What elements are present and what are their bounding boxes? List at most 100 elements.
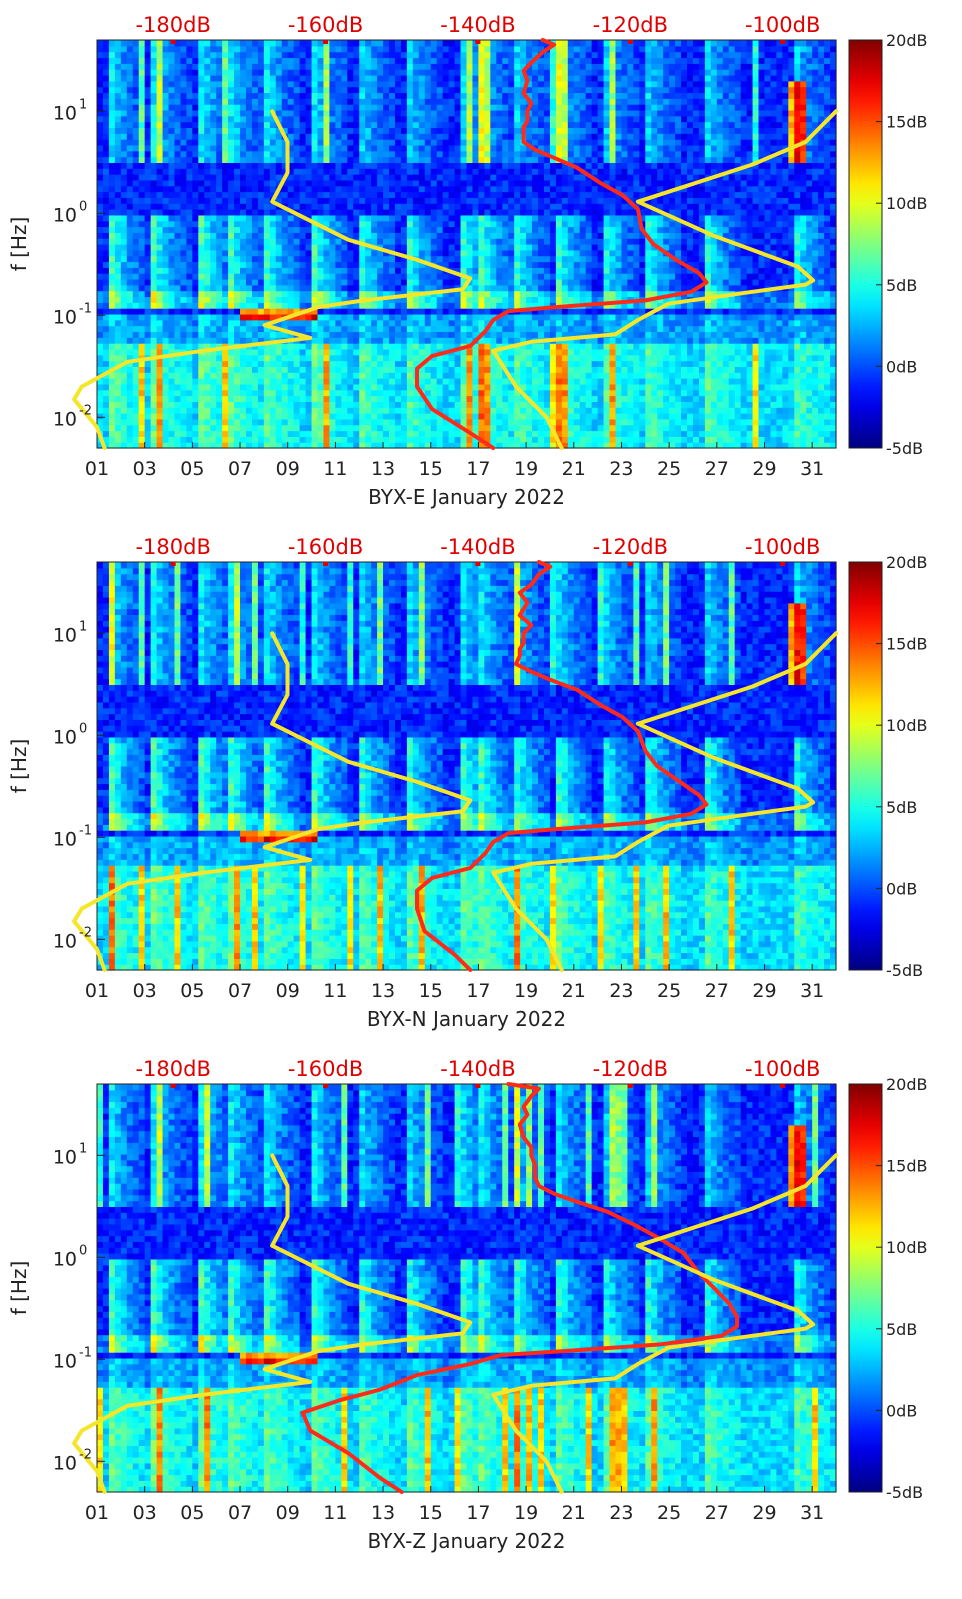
heatmap-cell xyxy=(400,249,408,257)
heatmap-cell xyxy=(311,45,319,53)
heatmap-cell xyxy=(329,168,336,175)
heatmap-cell xyxy=(341,92,348,99)
heatmap-cell xyxy=(299,378,307,385)
heatmap-cell xyxy=(329,40,336,47)
heatmap-cell xyxy=(132,278,140,286)
heatmap-cell xyxy=(490,98,497,105)
heatmap-cell xyxy=(150,191,158,198)
heatmap-cell xyxy=(329,337,336,344)
heatmap-cell xyxy=(192,424,199,432)
heatmap-cell xyxy=(251,378,259,385)
heatmap-cell xyxy=(323,104,331,111)
heatmap-cell xyxy=(383,226,390,233)
heatmap-cell xyxy=(383,284,390,292)
heatmap-cell xyxy=(389,296,396,303)
heatmap-cell xyxy=(430,360,438,367)
heatmap-cell xyxy=(484,40,491,47)
heatmap-cell xyxy=(245,133,253,140)
heatmap-cell xyxy=(120,104,128,111)
heatmap-cell xyxy=(317,372,325,379)
heatmap-cell xyxy=(263,121,271,129)
heatmap-cell xyxy=(466,92,474,99)
heatmap-cell xyxy=(394,74,402,82)
heatmap-cell xyxy=(245,413,253,420)
heatmap-cell xyxy=(496,150,503,158)
heatmap-cell xyxy=(436,308,444,315)
heatmap-cell xyxy=(108,436,116,443)
heatmap-cell xyxy=(240,284,247,292)
heatmap-cell xyxy=(174,372,182,379)
heatmap-cell xyxy=(365,191,372,198)
heatmap-cell xyxy=(144,418,152,426)
heatmap-cell xyxy=(478,150,485,158)
heatmap-cell xyxy=(102,63,110,70)
heatmap-cell xyxy=(329,185,336,193)
heatmap-cell xyxy=(269,296,277,303)
heatmap-cell xyxy=(102,232,110,239)
heatmap-cell xyxy=(436,232,444,239)
heatmap-cell xyxy=(454,139,462,146)
heatmap-cell xyxy=(138,162,146,169)
heatmap-cell xyxy=(228,232,235,239)
heatmap-cell xyxy=(257,273,265,280)
heatmap-cell xyxy=(275,51,283,59)
heatmap-cell xyxy=(299,226,307,233)
heatmap-cell xyxy=(389,343,396,350)
heatmap-cell xyxy=(120,80,128,88)
heatmap-cell xyxy=(102,51,110,59)
heatmap-cell xyxy=(442,226,450,233)
heatmap-cell xyxy=(102,261,110,268)
heatmap-cell xyxy=(424,308,432,315)
heatmap-cell xyxy=(514,197,521,204)
heatmap-cell xyxy=(180,302,187,309)
heatmap-cell xyxy=(198,226,205,233)
heatmap-cell xyxy=(347,372,354,379)
heatmap-cell xyxy=(287,80,295,88)
heatmap-cell xyxy=(162,40,170,47)
heatmap-cell xyxy=(454,127,462,134)
heatmap-cell xyxy=(204,209,211,216)
heatmap-cell xyxy=(240,209,247,216)
heatmap-cell xyxy=(257,313,265,321)
heatmap-cell xyxy=(287,121,295,129)
heatmap-cell xyxy=(299,366,307,373)
heatmap-cell xyxy=(383,337,390,344)
heatmap-cell xyxy=(287,261,295,268)
heatmap-cell xyxy=(472,86,480,94)
heatmap-cell xyxy=(144,214,152,222)
heatmap-cell xyxy=(311,354,319,362)
heatmap-cell xyxy=(126,418,134,426)
heatmap-cell xyxy=(406,127,414,134)
heatmap-cell xyxy=(222,331,229,338)
heatmap-cell xyxy=(102,378,110,385)
heatmap-cell xyxy=(406,413,414,420)
heatmap-cell xyxy=(269,436,277,443)
heatmap-cell xyxy=(102,185,110,193)
heatmap-cell xyxy=(496,325,503,333)
heatmap-cell xyxy=(132,127,140,134)
heatmap-cell xyxy=(341,232,348,239)
heatmap-cell xyxy=(186,378,193,385)
heatmap-cell xyxy=(144,360,152,367)
heatmap-cell xyxy=(508,401,515,408)
heatmap-cell xyxy=(508,133,515,140)
heatmap-cell xyxy=(436,98,444,105)
heatmap-cell xyxy=(156,407,164,414)
heatmap-cell xyxy=(97,424,104,432)
heatmap-cell xyxy=(257,401,265,408)
heatmap-cell xyxy=(120,98,128,105)
heatmap-cell xyxy=(114,290,122,298)
heatmap-cell xyxy=(335,389,342,397)
heatmap-cell xyxy=(365,226,372,233)
heatmap-cell xyxy=(490,121,497,129)
heatmap-cell xyxy=(412,127,420,134)
heatmap-cell xyxy=(329,383,336,391)
heatmap-cell xyxy=(418,413,426,420)
heatmap-cell xyxy=(359,115,366,123)
heatmap-cell xyxy=(192,156,199,163)
heatmap-cell xyxy=(377,121,384,129)
heatmap-cell xyxy=(132,325,140,333)
heatmap-cell xyxy=(162,308,170,315)
heatmap-cell xyxy=(108,331,116,338)
heatmap-cell xyxy=(138,127,146,134)
